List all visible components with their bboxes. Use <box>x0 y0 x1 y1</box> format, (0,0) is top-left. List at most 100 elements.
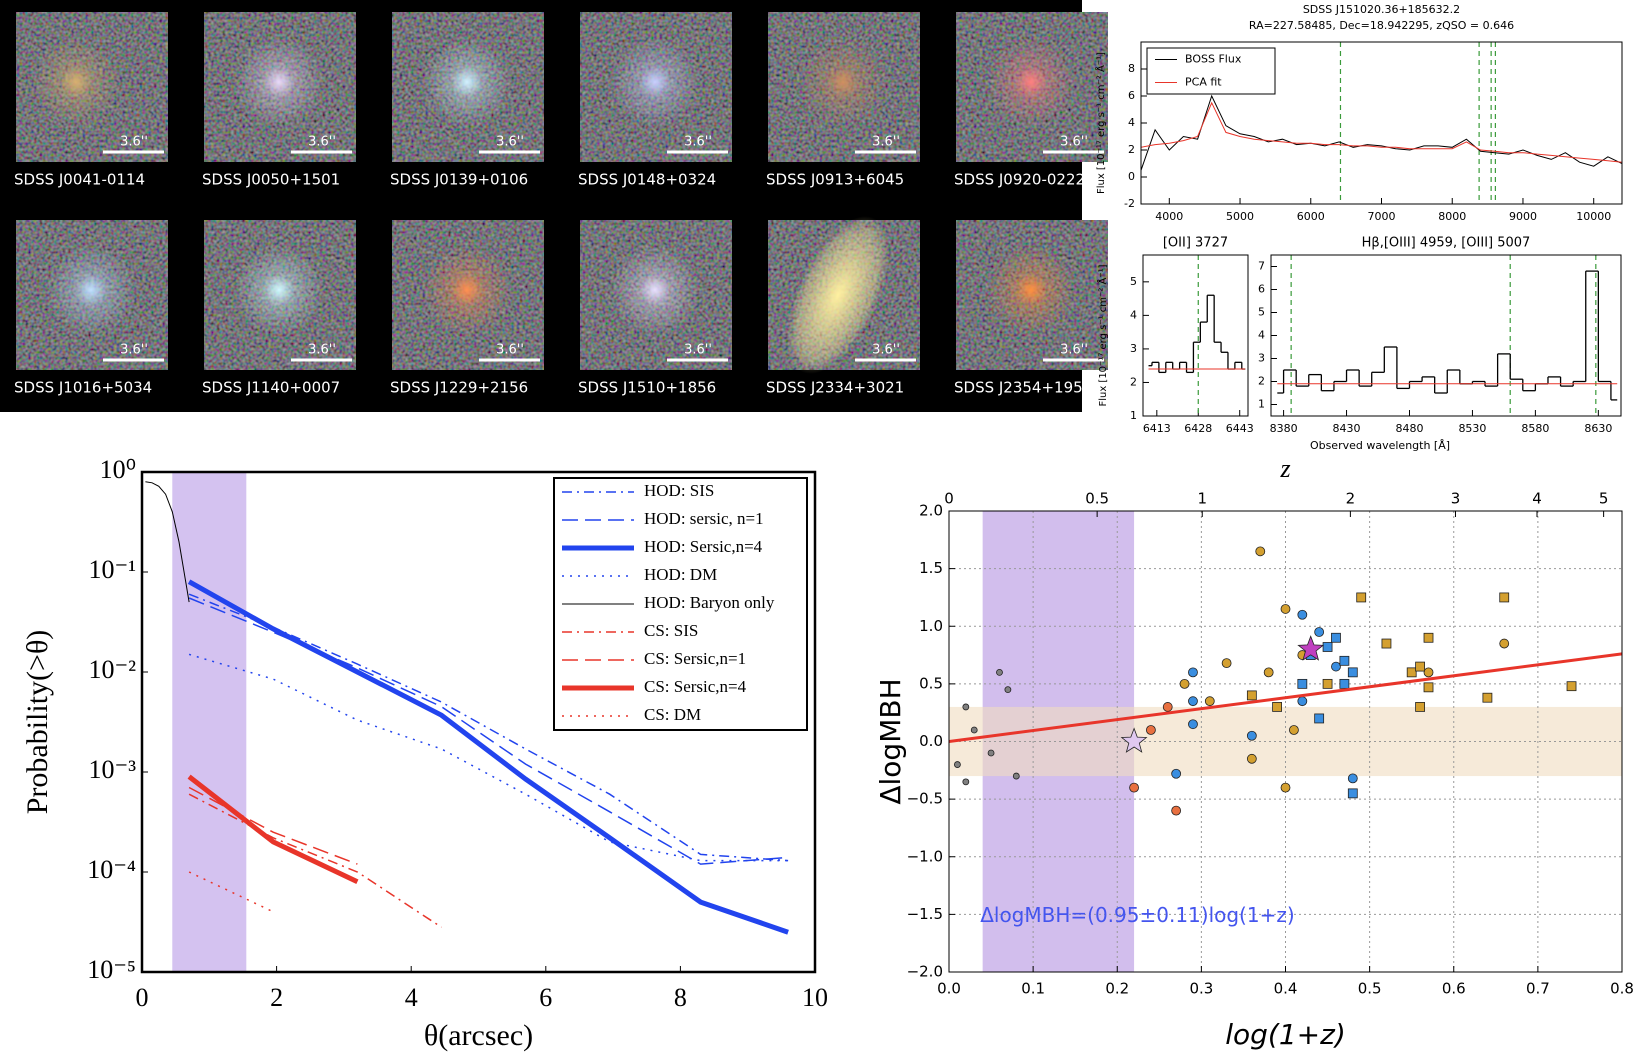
object-label: SDSS J2354+1951 <box>954 379 1092 397</box>
y-tick-label: 4 <box>1128 116 1135 129</box>
series-layer <box>1141 94 1622 171</box>
x-axis-label: θ(arcsec) <box>424 1019 533 1052</box>
object-label: SDSS J0050+1501 <box>202 171 340 189</box>
legend-label: HOD: Baryon only <box>644 593 775 612</box>
shaded-band <box>172 472 247 972</box>
marker <box>1289 725 1299 735</box>
scale-label: 3.6'' <box>684 343 712 358</box>
marker <box>1322 678 1333 689</box>
thumbnail-source <box>234 37 324 127</box>
series-line <box>188 786 358 865</box>
legend-label: BOSS Flux <box>1185 53 1242 66</box>
plot-frame <box>140 470 817 974</box>
series-line <box>1141 94 1622 171</box>
x-tick-label: 8430 <box>1333 422 1361 435</box>
y-axis-label: Flux [10⁻¹⁷ erg s⁻¹ cm⁻² Å⁻¹] <box>1094 52 1107 194</box>
y-tick-label: −1.5 <box>907 905 943 923</box>
y-tick-label: −1.0 <box>907 847 943 865</box>
thumbnail-source <box>31 37 121 127</box>
marker <box>1188 696 1198 707</box>
x-tick-label: 0.6 <box>1442 980 1466 998</box>
x-tick-label: 8000 <box>1438 210 1466 223</box>
series-line <box>187 579 789 935</box>
marker <box>1204 696 1215 707</box>
marker <box>1423 682 1434 693</box>
series-layer <box>1277 270 1618 401</box>
y-tick-label: 6 <box>1258 283 1265 296</box>
marker <box>962 703 970 711</box>
marker <box>1347 788 1358 799</box>
y-tick-label: 5 <box>1258 306 1265 319</box>
chart-title: [OII] 3727 <box>1163 236 1228 251</box>
x-tick-label: 0.4 <box>1274 980 1298 998</box>
x-tick-label: 8630 <box>1584 422 1612 435</box>
marker <box>1246 690 1257 701</box>
x-tick-label: 4000 <box>1155 210 1183 223</box>
thumbnail-source <box>46 245 136 335</box>
marker <box>1499 592 1510 603</box>
plot-frame <box>1140 41 1623 205</box>
marker <box>1331 661 1341 672</box>
series-line <box>1141 101 1622 163</box>
y-tick-label: 4 <box>1258 329 1265 342</box>
marker <box>1146 725 1156 735</box>
x-tick-label: 0.5 <box>1358 980 1382 998</box>
chart-subtitle: RA=227.58485, Dec=18.942295, zQSO = 0.64… <box>1249 19 1514 32</box>
object-label: SDSS J2334+3021 <box>766 379 904 397</box>
marker <box>1322 642 1333 652</box>
y-tick-label: 1.0 <box>919 617 943 635</box>
y-tick-label: 1 <box>1130 409 1137 422</box>
thumbnail-source <box>786 216 890 374</box>
y-tick-label: 2.0 <box>919 502 943 520</box>
x-tick-label: 6000 <box>1297 210 1325 223</box>
y-tick-label: −0.5 <box>907 790 943 808</box>
object-label: SDSS J1016+5034 <box>14 379 152 397</box>
marker <box>1188 719 1198 730</box>
legend-box <box>1146 47 1276 95</box>
scale-label: 3.6'' <box>1060 135 1088 150</box>
y-tick-label: 2 <box>1130 375 1137 388</box>
scale-label: 3.6'' <box>872 343 900 358</box>
series-layer <box>145 481 789 935</box>
scale-label: 3.6'' <box>120 135 148 150</box>
legend-label: CS: Sersic,n=4 <box>644 677 747 696</box>
object-label: SDSS J0148+0324 <box>578 171 716 189</box>
scale-label: 3.6'' <box>496 343 524 358</box>
x-tick-label: 6 <box>539 983 552 1012</box>
x-tick-label: 4 <box>405 983 418 1012</box>
object-label: SDSS J0139+0106 <box>390 171 528 189</box>
y-tick-label: 5 <box>1130 275 1137 288</box>
thumbnail-source <box>986 245 1076 335</box>
scale-label: 3.6'' <box>872 135 900 150</box>
x-tick-label: 8580 <box>1521 422 1549 435</box>
marker <box>1339 655 1350 666</box>
object-label: SDSS J1229+2156 <box>390 379 528 397</box>
series-line <box>188 593 789 862</box>
series-line <box>145 481 190 603</box>
y-tick-label: 2 <box>1258 375 1265 388</box>
scale-label: 3.6'' <box>684 135 712 150</box>
marker <box>1339 678 1350 689</box>
legend-label: HOD: SIS <box>644 481 714 500</box>
marker <box>1314 713 1325 724</box>
marker <box>1188 667 1198 678</box>
marker <box>1423 667 1434 678</box>
object-label: SDSS J0920-0222 <box>954 171 1085 189</box>
marker <box>1331 632 1341 643</box>
legend-label: CS: Sersic,n=1 <box>644 649 746 668</box>
marker <box>996 668 1003 676</box>
x-tick-label: 2 <box>270 983 283 1012</box>
y-tick-label: −2.0 <box>907 963 943 981</box>
object-label: SDSS J0041-0114 <box>14 171 145 189</box>
y-tick-label: 10⁻³ <box>88 755 136 784</box>
legend-label: HOD: sersic, n=1 <box>644 509 764 528</box>
object-label: SDSS J1140+0007 <box>202 379 340 397</box>
y-tick-label: 4 <box>1130 308 1137 321</box>
marker <box>1280 782 1291 793</box>
marker <box>1246 753 1257 764</box>
scale-label: 3.6'' <box>120 343 148 358</box>
plot-area <box>1271 255 1621 416</box>
thumbnail-source <box>610 37 700 127</box>
series-line <box>188 793 442 928</box>
x2-tick-label: 1 <box>1197 490 1207 508</box>
